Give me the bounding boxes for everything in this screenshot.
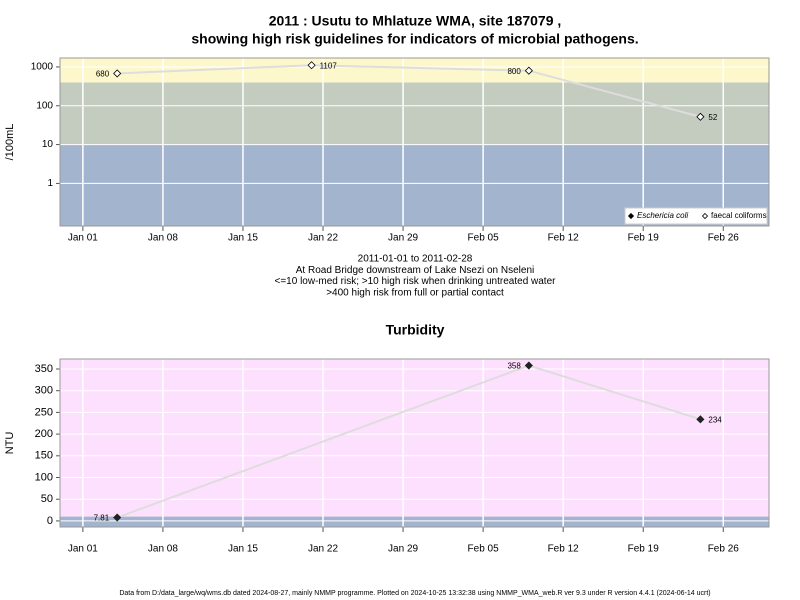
- y-tick-label: 1: [47, 178, 53, 189]
- data-point: [113, 69, 122, 78]
- note: 2011-01-01 to 2011-02-28: [358, 254, 473, 265]
- footer: Data from D:/data_large/wq/wms.db dated …: [119, 590, 710, 597]
- y-tick-label: 100: [36, 100, 53, 111]
- x-tick-label: Jan 29: [388, 233, 418, 244]
- risk-band: [60, 516, 769, 527]
- x-tick-label: Jan 29: [388, 544, 418, 555]
- x-tick-label: Jan 22: [308, 233, 338, 244]
- note: <=10 low-med risk; >10 high risk when dr…: [275, 276, 557, 287]
- legend-marker: [627, 212, 635, 220]
- legend-marker: [701, 212, 709, 220]
- value-label: 234: [708, 415, 722, 424]
- y-tick-label: 50: [41, 493, 53, 505]
- y-axis-label: NTU: [4, 432, 16, 455]
- value-label: 7.81: [94, 514, 110, 523]
- y-tick-label: 100: [35, 471, 53, 483]
- legend-label: Eschericia coli: [637, 211, 688, 220]
- chart-title: Turbidity: [386, 322, 445, 338]
- y-tick-label: 150: [35, 450, 53, 462]
- x-tick-label: Feb 12: [548, 233, 580, 244]
- value-label: 358: [507, 362, 521, 371]
- x-tick-label: Jan 08: [148, 544, 178, 555]
- x-tick-label: Jan 15: [228, 544, 258, 555]
- x-tick-label: Feb 12: [548, 544, 580, 555]
- plot-frame: [59, 358, 770, 528]
- y-tick-label: 200: [35, 428, 53, 440]
- plot-frame: [59, 57, 770, 227]
- x-tick-label: Feb 19: [628, 544, 660, 555]
- x-tick-label: Feb 26: [708, 233, 740, 244]
- data-point: [524, 361, 533, 370]
- value-label: 52: [708, 113, 717, 122]
- note: >400 high risk from full or partial cont…: [326, 288, 504, 299]
- note: At Road Bridge downstream of Lake Nsezi …: [296, 265, 534, 276]
- value-label: 800: [507, 67, 521, 76]
- data-line: [117, 64, 701, 118]
- data-point: [696, 415, 705, 424]
- chart-title: showing high risk guidelines for indicat…: [191, 31, 638, 47]
- x-tick-label: Jan 22: [308, 544, 338, 555]
- value-label: 1107: [320, 61, 338, 70]
- value-label: 680: [96, 70, 110, 79]
- data-point: [113, 513, 122, 522]
- y-tick-label: 350: [35, 363, 53, 375]
- risk-band: [60, 359, 769, 517]
- risk-band: [60, 82, 769, 145]
- x-tick-label: Jan 15: [228, 233, 258, 244]
- y-tick-label: 0: [47, 515, 53, 527]
- x-tick-label: Feb 05: [468, 233, 500, 244]
- x-tick-label: Feb 05: [468, 544, 500, 555]
- legend-box: [624, 207, 768, 225]
- y-tick-label: 300: [35, 385, 53, 397]
- legend-label: faecal coliforms: [711, 211, 767, 220]
- risk-band: [60, 58, 769, 83]
- chart-title: 2011 : Usutu to Mhlatuze WMA, site 18707…: [269, 13, 562, 29]
- y-tick-label: 1000: [31, 62, 54, 73]
- x-tick-label: Jan 01: [68, 544, 98, 555]
- y-axis-label: /100mL: [4, 124, 16, 161]
- x-tick-label: Jan 08: [148, 233, 178, 244]
- data-point: [696, 112, 705, 121]
- y-tick-label: 250: [35, 406, 53, 418]
- data-point: [524, 66, 533, 75]
- x-tick-label: Jan 01: [68, 233, 98, 244]
- y-tick-label: 10: [42, 139, 54, 150]
- x-tick-label: Feb 26: [708, 544, 740, 555]
- x-tick-label: Feb 19: [628, 233, 660, 244]
- legend: Eschericia coli faecal coliforms: [624, 207, 768, 225]
- data-point: [307, 61, 316, 70]
